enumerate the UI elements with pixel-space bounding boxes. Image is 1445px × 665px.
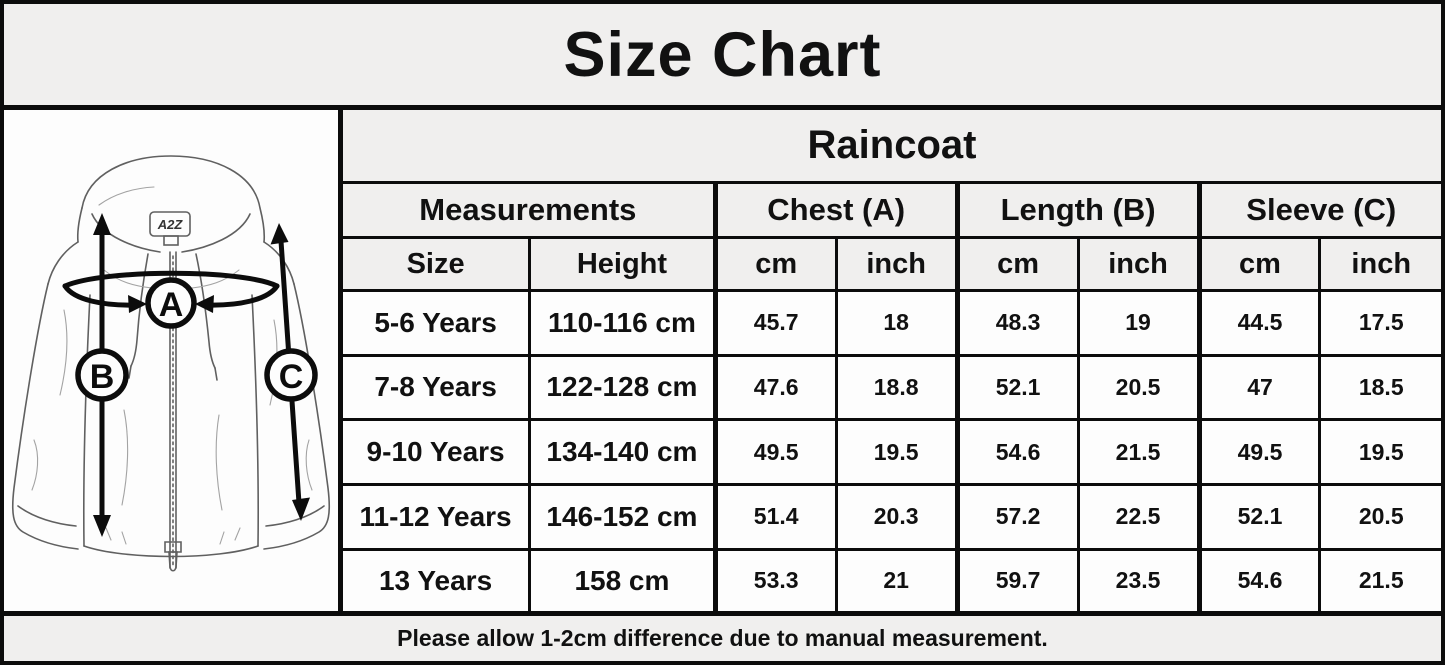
cell-value: 57.2: [954, 482, 1080, 551]
column-header: cm: [954, 236, 1080, 292]
column-header: inch: [1318, 236, 1441, 292]
table-row: 5-6 Years 110-116 cm 45.7 18 48.3 19 44.5 17.5: [343, 289, 1441, 357]
raincoat-diagram: A2Z: [4, 110, 343, 611]
column-header: Size: [343, 236, 532, 292]
marker-c: C: [264, 348, 318, 402]
group-header: Length (B): [954, 181, 1201, 239]
marker-a: A: [145, 277, 197, 329]
cell-size: 5-6 Years: [343, 289, 532, 357]
column-header: inch: [1076, 236, 1201, 292]
cell-value: 21: [834, 547, 959, 611]
marker-a-letter: A: [159, 286, 184, 324]
cell-size: 13 Years: [343, 547, 532, 611]
product-header: Raincoat: [343, 110, 1441, 184]
cell-value: 47: [1196, 353, 1322, 422]
column-header: cm: [1196, 236, 1322, 292]
footer-note: Please allow 1-2cm difference due to man…: [397, 625, 1048, 651]
size-table-wrap: Raincoat Measurements Chest (A) Length (B) S…: [343, 110, 1441, 611]
column-header: inch: [834, 236, 959, 292]
group-header: Sleeve (C): [1196, 181, 1441, 239]
cell-value: 19: [1076, 289, 1201, 357]
cell-value: 51.4: [712, 482, 838, 551]
chest-arrow: [62, 270, 280, 313]
cell-value: 52.1: [954, 353, 1080, 422]
page-title: Size Chart: [563, 19, 882, 90]
cell-value: 21.5: [1318, 547, 1441, 611]
cell-value: 20.3: [834, 482, 959, 551]
cell-height: 146-152 cm: [528, 482, 717, 551]
title-band: Size Chart: [4, 4, 1441, 110]
cell-value: 59.7: [954, 547, 1080, 611]
cell-value: 18.8: [834, 353, 959, 422]
marker-c-letter: C: [279, 358, 304, 396]
group-header-row: Measurements Chest (A) Length (B) Sleeve (C…: [343, 181, 1441, 239]
cell-size: 7-8 Years: [343, 353, 532, 422]
column-header-row: Size Height cm inch cm inch cm inch: [343, 236, 1441, 292]
cell-value: 22.5: [1076, 482, 1201, 551]
cell-value: 48.3: [954, 289, 1080, 357]
cell-value: 17.5: [1318, 289, 1441, 357]
cell-value: 20.5: [1076, 353, 1201, 422]
column-header: cm: [712, 236, 838, 292]
cell-height: 122-128 cm: [528, 353, 717, 422]
cell-value: 54.6: [1196, 547, 1322, 611]
cell-value: 18: [834, 289, 959, 357]
table-row: 9-10 Years 134-140 cm 49.5 19.5 54.6 21.5 49.5…: [343, 418, 1441, 486]
cell-value: 21.5: [1076, 418, 1201, 486]
cell-value: 47.6: [712, 353, 838, 422]
marker-b-letter: B: [90, 358, 115, 396]
group-header: Chest (A): [712, 181, 959, 239]
cell-height: 134-140 cm: [528, 418, 717, 486]
cell-value: 18.5: [1318, 353, 1441, 422]
cell-value: 53.3: [712, 547, 838, 611]
brand-tag-label: A2Z: [157, 217, 184, 232]
cell-value: 23.5: [1076, 547, 1201, 611]
cell-size: 9-10 Years: [343, 418, 532, 486]
cell-size: 11-12 Years: [343, 482, 532, 551]
group-header: Measurements: [343, 181, 717, 239]
size-table: Raincoat Measurements Chest (A) Length (B) S…: [343, 110, 1441, 611]
raincoat-sketch-svg: A2Z: [11, 155, 331, 572]
footer-band: Please allow 1-2cm difference due to man…: [4, 611, 1441, 661]
content-area: A2Z: [4, 110, 1441, 611]
cell-value: 19.5: [1318, 418, 1441, 486]
table-row: 7-8 Years 122-128 cm 47.6 18.8 52.1 20.5 47 18.…: [343, 353, 1441, 422]
jacket-outline: [11, 155, 331, 572]
marker-b: B: [75, 348, 129, 402]
cell-value: 54.6: [954, 418, 1080, 486]
cell-height: 158 cm: [528, 547, 717, 611]
cell-value: 44.5: [1196, 289, 1322, 357]
cell-value: 19.5: [834, 418, 959, 486]
cell-value: 49.5: [712, 418, 838, 486]
table-row: 11-12 Years 146-152 cm 51.4 20.3 57.2 22.5 52.…: [343, 482, 1441, 551]
cell-value: 49.5: [1196, 418, 1322, 486]
cell-value: 52.1: [1196, 482, 1322, 551]
column-header: Height: [528, 236, 717, 292]
cell-value: 45.7: [712, 289, 838, 357]
product-header-row: Raincoat: [343, 110, 1441, 184]
cell-height: 110-116 cm: [528, 289, 717, 357]
brand-tag: A2Z: [149, 211, 191, 246]
table-row: 13 Years 158 cm 53.3 21 59.7 23.5 54.6 21.5: [343, 547, 1441, 611]
cell-value: 20.5: [1318, 482, 1441, 551]
